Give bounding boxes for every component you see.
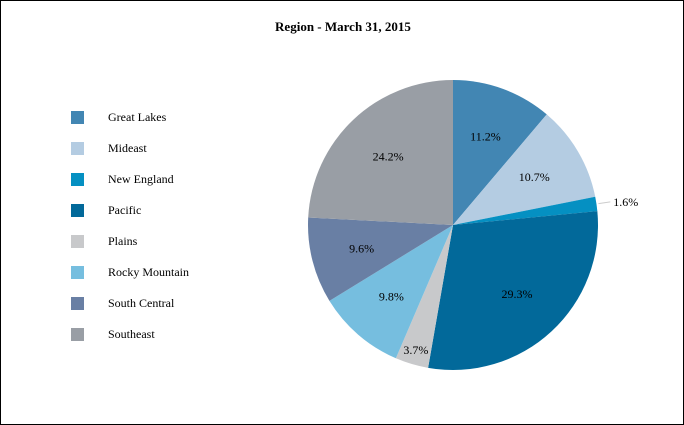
legend-item: New England: [71, 172, 271, 187]
slice-label: 10.7%: [519, 170, 550, 184]
slice-label: 9.8%: [379, 289, 404, 303]
slice-label: 24.2%: [373, 150, 404, 164]
legend-label: Mideast: [108, 141, 147, 155]
legend-label: Rocky Mountain: [108, 265, 189, 279]
legend-swatch: [71, 235, 84, 248]
pie-slice: [453, 80, 547, 225]
legend-label: Plains: [108, 234, 138, 248]
legend-swatch: [71, 111, 84, 124]
pie-slice: [453, 114, 596, 225]
chart-title: Region - March 31, 2015: [275, 19, 411, 34]
legend-item: Southeast: [71, 327, 271, 342]
legend-swatch: [71, 204, 84, 217]
pie-slice: [395, 225, 453, 368]
pie-slice: [329, 225, 453, 359]
pie-slice: [308, 80, 453, 225]
pie-slice: [453, 196, 598, 225]
legend-swatch: [71, 142, 84, 155]
slice-label: 9.6%: [349, 241, 374, 255]
legend-item: Mideast: [71, 141, 271, 156]
legend-item: Rocky Mountain: [71, 265, 271, 280]
legend-swatch: [71, 297, 84, 310]
legend-label: South Central: [108, 296, 175, 310]
legend-item: Great Lakes: [71, 110, 271, 125]
legend-swatch: [71, 173, 84, 186]
legend-label: New England: [108, 172, 174, 186]
slice-label: 1.6%: [613, 195, 638, 209]
legend-label: Pacific: [108, 203, 142, 217]
legend-item: Pacific: [71, 203, 271, 218]
slice-label: 11.2%: [470, 130, 501, 144]
legend-swatch: [71, 266, 84, 279]
leader-line: [598, 201, 611, 205]
slice-label: 29.3%: [502, 287, 533, 301]
pie-slice: [428, 211, 598, 370]
legend-swatch: [71, 328, 84, 341]
legend-label: Great Lakes: [108, 110, 167, 124]
slice-label: 3.7%: [403, 343, 428, 357]
legend-label: Southeast: [108, 327, 155, 341]
legend-item: South Central: [71, 296, 271, 311]
legend-item: Plains: [71, 234, 271, 249]
pie-slice: [307, 217, 453, 301]
